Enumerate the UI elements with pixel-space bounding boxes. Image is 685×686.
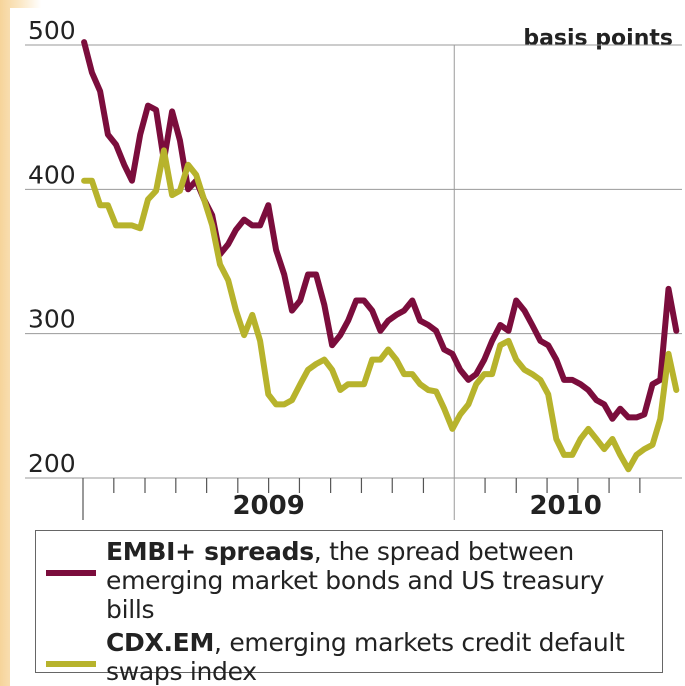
year-label: 2010 — [529, 491, 601, 521]
legend-entry: EMBI+ spreads, the spread between emergi… — [46, 537, 652, 624]
legend-name: CDX.EM — [106, 628, 215, 657]
y-tick-label: 200 — [28, 449, 76, 478]
legend-swatch — [46, 570, 96, 576]
series-line — [81, 39, 680, 422]
legend-swatch — [46, 661, 96, 667]
legend-text: CDX.EM, emerging markets credit default … — [106, 628, 652, 686]
y-tick-label: 500 — [28, 16, 76, 45]
legend: EMBI+ spreads, the spread between emergi… — [35, 530, 663, 686]
legend-description: , emerging markets credit default swaps … — [106, 628, 625, 686]
panel — [10, 8, 685, 686]
y-axis-label: basis points — [523, 26, 673, 51]
y-tick-label: 300 — [28, 305, 76, 334]
year-label: 2009 — [232, 491, 304, 521]
series-line — [81, 147, 680, 473]
legend-description: , the spread between emerging market bon… — [106, 537, 605, 624]
legend-text: EMBI+ spreads, the spread between emergi… — [106, 537, 652, 624]
legend-entry: CDX.EM, emerging markets credit default … — [46, 628, 652, 686]
legend-name: EMBI+ spreads — [106, 537, 314, 566]
y-tick-label: 400 — [28, 160, 76, 189]
